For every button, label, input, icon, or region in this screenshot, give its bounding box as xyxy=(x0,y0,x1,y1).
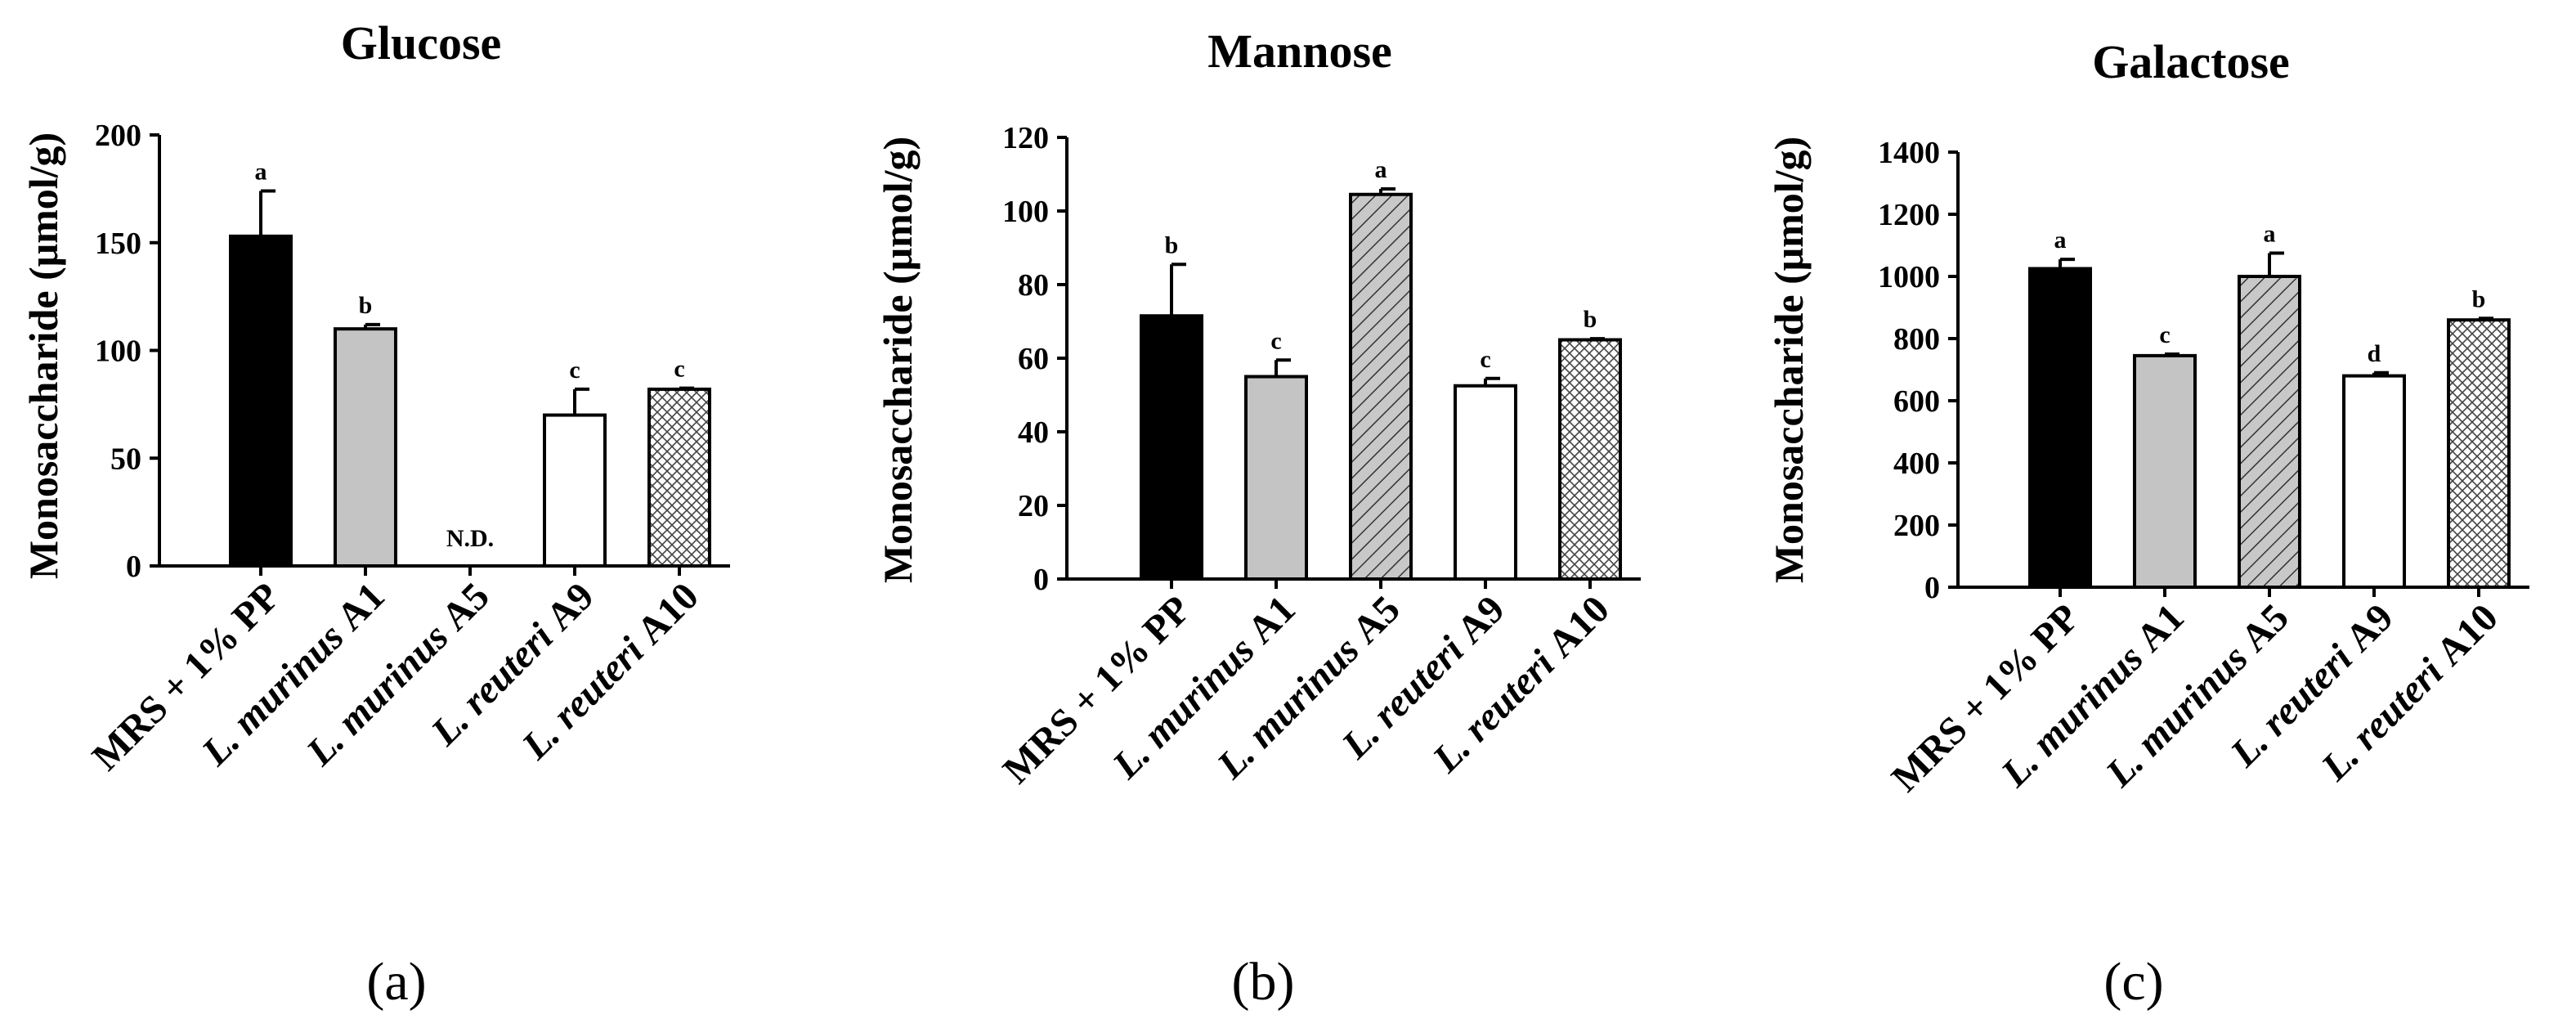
x-tick-label-text: MRS + 1% PP xyxy=(1884,595,2088,800)
x-tick-label: MRS + 1% PP xyxy=(995,587,1199,792)
x-tick-label: L. murinus A5 xyxy=(2097,595,2297,796)
x-tick-label: MRS + 1% PP xyxy=(1884,595,2088,800)
bar xyxy=(1349,192,1413,581)
significance-label: d xyxy=(2368,340,2381,367)
y-tick-label: 600 xyxy=(1893,384,1940,419)
significance-label: a xyxy=(2054,227,2067,254)
panel-label: (b) xyxy=(1232,952,1295,1012)
y-tick-label: 0 xyxy=(1033,563,1049,597)
significance-label: b xyxy=(359,292,373,319)
bar xyxy=(2133,353,2197,589)
y-tick-label: 120 xyxy=(1002,121,1049,155)
y-tick-label: 0 xyxy=(126,550,141,584)
bar xyxy=(1140,314,1203,581)
significance-label: a xyxy=(2264,221,2276,248)
significance-label: c xyxy=(1480,346,1490,373)
bar xyxy=(2342,374,2406,589)
bar xyxy=(334,327,397,568)
y-axis-label: Monosaccharide (μmol/g) xyxy=(1766,137,1812,583)
y-tick-label: 150 xyxy=(95,227,141,261)
bar xyxy=(229,234,293,568)
chart-title: Galactose xyxy=(2092,35,2290,88)
x-tick-label-text: MRS + 1% PP xyxy=(84,574,289,779)
bar xyxy=(543,413,607,568)
y-tick-label: 40 xyxy=(1018,415,1049,450)
x-tick-label: MRS + 1% PP xyxy=(84,574,289,779)
significance-label: b xyxy=(1165,231,1179,258)
y-tick-label: 1400 xyxy=(1878,136,1940,170)
bar xyxy=(1454,384,1517,581)
chart-plot-area: 0 50 100 150 200 a MRS + 1% PP b L. murinus A1 N.… xyxy=(84,119,730,779)
bar xyxy=(647,387,711,568)
significance-label: c xyxy=(2159,321,2170,348)
x-tick-label: L. murinus A1 xyxy=(1992,595,2193,796)
y-tick-label: 20 xyxy=(1018,489,1049,523)
chart-plot-area: 0 20 40 60 80 100 120 b MRS + 1% PP c L. murinus A… xyxy=(995,121,1641,792)
chart-title: Mannose xyxy=(1207,25,1392,78)
y-tick-label: 100 xyxy=(95,334,141,369)
y-tick-label: 60 xyxy=(1018,342,1049,376)
y-tick-label: 200 xyxy=(95,119,141,153)
panel-label: (a) xyxy=(366,952,426,1012)
x-tick-label: L. murinus A1 xyxy=(193,574,393,774)
chart-title: Glucose xyxy=(341,16,502,70)
panel-galactose: Galactose Monosaccharide (μmol/g) 0 200 40… xyxy=(1766,35,2529,1012)
bar xyxy=(2447,318,2511,589)
x-tick-label: L. murinus A5 xyxy=(298,574,498,774)
y-tick-label: 50 xyxy=(110,442,141,476)
y-tick-label: 200 xyxy=(1893,509,1940,543)
x-tick-label: L. murinus A5 xyxy=(1208,587,1409,788)
x-tick-label-text: MRS + 1% PP xyxy=(995,587,1199,792)
significance-label: a xyxy=(1375,156,1387,183)
chart-plot-area: 0 200 400 600 800 1000 1200 1400 a MRS + 1% PP c L.… xyxy=(1878,136,2529,800)
not-detected-label: N.D. xyxy=(446,525,494,552)
significance-label: b xyxy=(1584,306,1597,333)
y-axis-label: Monosaccharide (μmol/g) xyxy=(875,137,921,583)
bar xyxy=(2028,267,2092,589)
y-tick-label: 1000 xyxy=(1878,260,1940,294)
y-tick-label: 0 xyxy=(1924,571,1940,605)
x-tick-label: L. murinus A1 xyxy=(1104,587,1304,788)
significance-label: a xyxy=(255,159,267,186)
bar xyxy=(2238,275,2301,589)
y-axis-label: Monosaccharide (μmol/g) xyxy=(20,132,66,579)
y-tick-label: 1200 xyxy=(1878,198,1940,232)
panel-mannose: Mannose Monosaccharide (μmol/g) 0 20 40 60 8… xyxy=(875,25,1641,1012)
significance-label: c xyxy=(1270,327,1281,354)
significance-label: b xyxy=(2472,285,2486,312)
significance-label: c xyxy=(569,357,580,384)
y-tick-label: 100 xyxy=(1002,195,1049,229)
y-tick-label: 800 xyxy=(1893,322,1940,357)
panel-glucose: Glucose Monosaccharide (μmol/g) 0 50 100 15… xyxy=(20,16,730,1012)
y-tick-label: 400 xyxy=(1893,447,1940,481)
bar xyxy=(1558,338,1622,581)
panel-label: (c) xyxy=(2103,952,2163,1012)
significance-label: c xyxy=(674,356,684,383)
bar xyxy=(1244,375,1308,581)
y-tick-label: 80 xyxy=(1018,268,1049,303)
